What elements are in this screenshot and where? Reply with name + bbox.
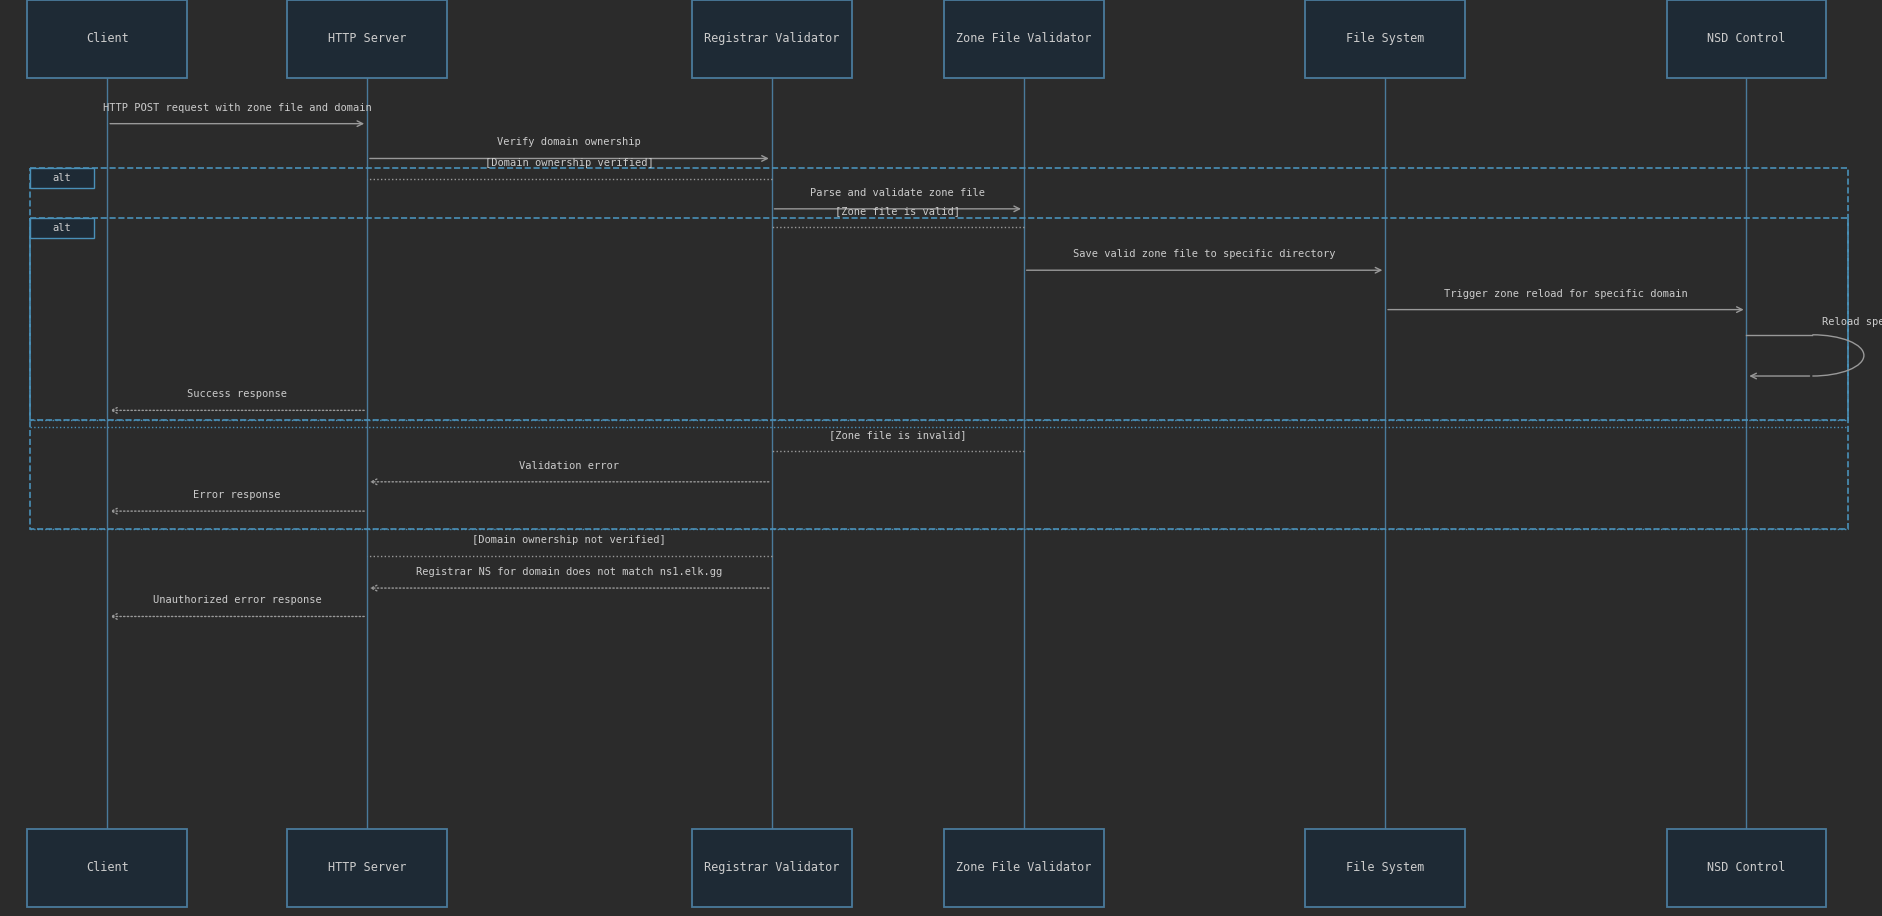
Text: Success response: Success response [186, 389, 288, 399]
Text: [Zone file is invalid]: [Zone file is invalid] [828, 430, 967, 440]
Text: Zone File Validator: Zone File Validator [956, 32, 1092, 46]
Text: alt: alt [53, 173, 72, 182]
Text: [Domain ownership not verified]: [Domain ownership not verified] [472, 535, 666, 545]
Text: Unauthorized error response: Unauthorized error response [152, 595, 322, 605]
Text: Verify domain ownership: Verify domain ownership [497, 137, 642, 147]
FancyBboxPatch shape [1667, 829, 1826, 907]
Text: alt: alt [53, 224, 72, 233]
Text: Client: Client [87, 861, 128, 875]
Text: Reload specific zone: Reload specific zone [1822, 318, 1882, 328]
Text: NSD Control: NSD Control [1707, 861, 1786, 875]
Text: Trigger zone reload for specific domain: Trigger zone reload for specific domain [1443, 289, 1688, 299]
Text: HTTP POST request with zone file and domain: HTTP POST request with zone file and dom… [104, 103, 371, 113]
FancyBboxPatch shape [26, 829, 188, 907]
Bar [30, 218, 1848, 420]
Text: Zone File Validator: Zone File Validator [956, 861, 1092, 875]
FancyBboxPatch shape [945, 829, 1103, 907]
Text: Client: Client [87, 32, 128, 46]
Text: File System: File System [1346, 861, 1425, 875]
Text: Validation error: Validation error [519, 461, 619, 471]
Bar [30, 218, 94, 238]
Text: Registrar Validator: Registrar Validator [704, 32, 839, 46]
Text: Registrar Validator: Registrar Validator [704, 861, 839, 875]
FancyBboxPatch shape [945, 0, 1103, 78]
Text: Parse and validate zone file: Parse and validate zone file [811, 188, 984, 198]
Text: Save valid zone file to specific directory: Save valid zone file to specific directo… [1073, 249, 1336, 259]
Text: [Zone file is valid]: [Zone file is valid] [836, 206, 960, 216]
FancyBboxPatch shape [1667, 0, 1826, 78]
FancyBboxPatch shape [286, 0, 446, 78]
Text: HTTP Server: HTTP Server [327, 861, 407, 875]
Bar [30, 168, 94, 188]
Text: NSD Control: NSD Control [1707, 32, 1786, 46]
FancyBboxPatch shape [693, 0, 851, 78]
Bar [30, 168, 1848, 529]
Text: HTTP Server: HTTP Server [327, 32, 407, 46]
Text: Error response: Error response [194, 490, 280, 500]
Text: Registrar NS for domain does not match ns1.elk.gg: Registrar NS for domain does not match n… [416, 567, 723, 577]
FancyBboxPatch shape [1304, 0, 1464, 78]
FancyBboxPatch shape [286, 829, 446, 907]
FancyBboxPatch shape [26, 0, 188, 78]
FancyBboxPatch shape [1304, 829, 1464, 907]
FancyBboxPatch shape [693, 829, 851, 907]
Text: File System: File System [1346, 32, 1425, 46]
Text: [Domain ownership verified]: [Domain ownership verified] [486, 158, 653, 168]
